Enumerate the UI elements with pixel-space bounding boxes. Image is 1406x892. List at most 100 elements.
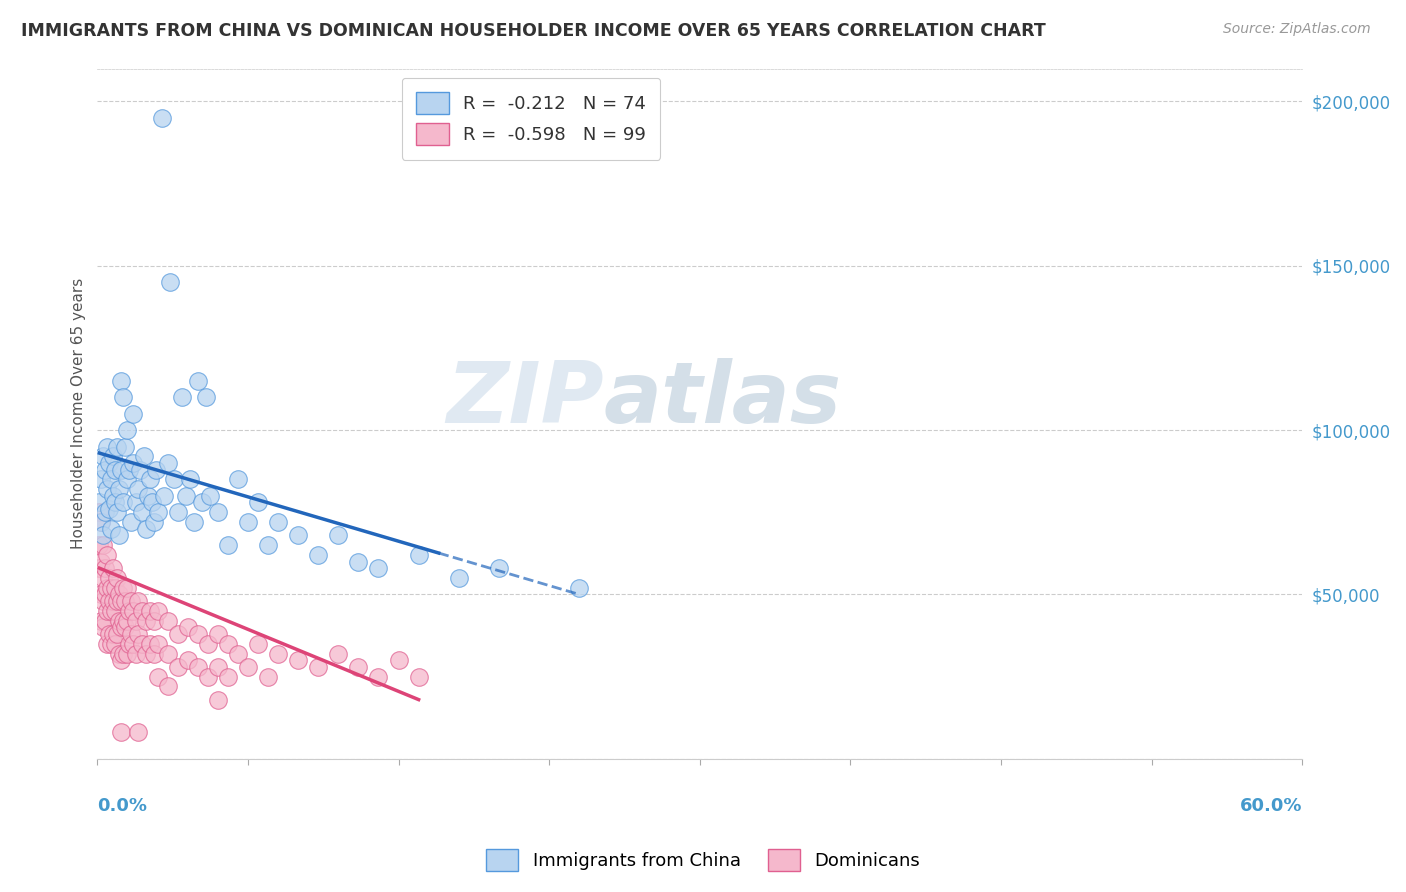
Point	[96, 548, 118, 562]
Point	[94, 587, 117, 601]
Point	[135, 522, 157, 536]
Point	[108, 587, 131, 601]
Point	[90, 614, 112, 628]
Point	[367, 561, 389, 575]
Point	[246, 637, 269, 651]
Point	[114, 620, 136, 634]
Legend: R =  -0.212   N = 74, R =  -0.598   N = 99: R = -0.212 N = 74, R = -0.598 N = 99	[402, 78, 661, 160]
Point	[110, 374, 132, 388]
Point	[156, 456, 179, 470]
Point	[122, 604, 145, 618]
Point	[207, 505, 229, 519]
Point	[100, 581, 122, 595]
Point	[103, 594, 125, 608]
Point	[198, 489, 221, 503]
Point	[118, 604, 141, 618]
Point	[90, 472, 112, 486]
Point	[117, 647, 139, 661]
Point	[156, 680, 179, 694]
Point	[94, 505, 117, 519]
Point	[94, 614, 117, 628]
Point	[89, 561, 111, 575]
Point	[127, 482, 149, 496]
Point	[118, 637, 141, 651]
Point	[98, 502, 121, 516]
Point	[104, 637, 127, 651]
Point	[135, 614, 157, 628]
Point	[217, 538, 239, 552]
Point	[104, 581, 127, 595]
Point	[166, 505, 188, 519]
Point	[90, 555, 112, 569]
Text: ZIP: ZIP	[446, 359, 603, 442]
Point	[89, 495, 111, 509]
Text: IMMIGRANTS FROM CHINA VS DOMINICAN HOUSEHOLDER INCOME OVER 65 YEARS CORRELATION : IMMIGRANTS FROM CHINA VS DOMINICAN HOUSE…	[21, 22, 1046, 40]
Point	[127, 725, 149, 739]
Point	[89, 505, 111, 519]
Point	[127, 594, 149, 608]
Point	[90, 515, 112, 529]
Point	[207, 659, 229, 673]
Point	[108, 647, 131, 661]
Point	[328, 528, 350, 542]
Point	[124, 647, 146, 661]
Point	[128, 462, 150, 476]
Point	[177, 653, 200, 667]
Point	[124, 614, 146, 628]
Point	[122, 456, 145, 470]
Point	[257, 538, 280, 552]
Point	[94, 462, 117, 476]
Point	[207, 692, 229, 706]
Point	[110, 725, 132, 739]
Point	[103, 627, 125, 641]
Point	[114, 440, 136, 454]
Point	[117, 614, 139, 628]
Point	[100, 637, 122, 651]
Point	[156, 647, 179, 661]
Point	[107, 594, 129, 608]
Point	[108, 614, 131, 628]
Point	[267, 647, 290, 661]
Point	[107, 440, 129, 454]
Point	[387, 653, 409, 667]
Point	[194, 390, 217, 404]
Point	[96, 604, 118, 618]
Point	[187, 659, 209, 673]
Point	[174, 489, 197, 503]
Point	[132, 450, 155, 464]
Point	[108, 482, 131, 496]
Point	[447, 571, 470, 585]
Point	[307, 548, 329, 562]
Point	[107, 505, 129, 519]
Point	[163, 472, 186, 486]
Point	[191, 495, 214, 509]
Point	[146, 505, 169, 519]
Point	[93, 594, 115, 608]
Point	[122, 637, 145, 651]
Point	[104, 604, 127, 618]
Point	[226, 647, 249, 661]
Point	[145, 462, 167, 476]
Point	[159, 275, 181, 289]
Point	[93, 528, 115, 542]
Point	[96, 581, 118, 595]
Point	[93, 620, 115, 634]
Point	[103, 561, 125, 575]
Point	[152, 489, 174, 503]
Point	[93, 450, 115, 464]
Text: Source: ZipAtlas.com: Source: ZipAtlas.com	[1223, 22, 1371, 37]
Point	[257, 670, 280, 684]
Point	[94, 561, 117, 575]
Point	[217, 670, 239, 684]
Point	[246, 495, 269, 509]
Point	[177, 620, 200, 634]
Point	[187, 627, 209, 641]
Point	[90, 515, 112, 529]
Point	[112, 647, 135, 661]
Point	[93, 571, 115, 585]
Point	[170, 390, 193, 404]
Point	[107, 627, 129, 641]
Point	[267, 515, 290, 529]
Point	[108, 528, 131, 542]
Text: 0.0%: 0.0%	[97, 797, 148, 814]
